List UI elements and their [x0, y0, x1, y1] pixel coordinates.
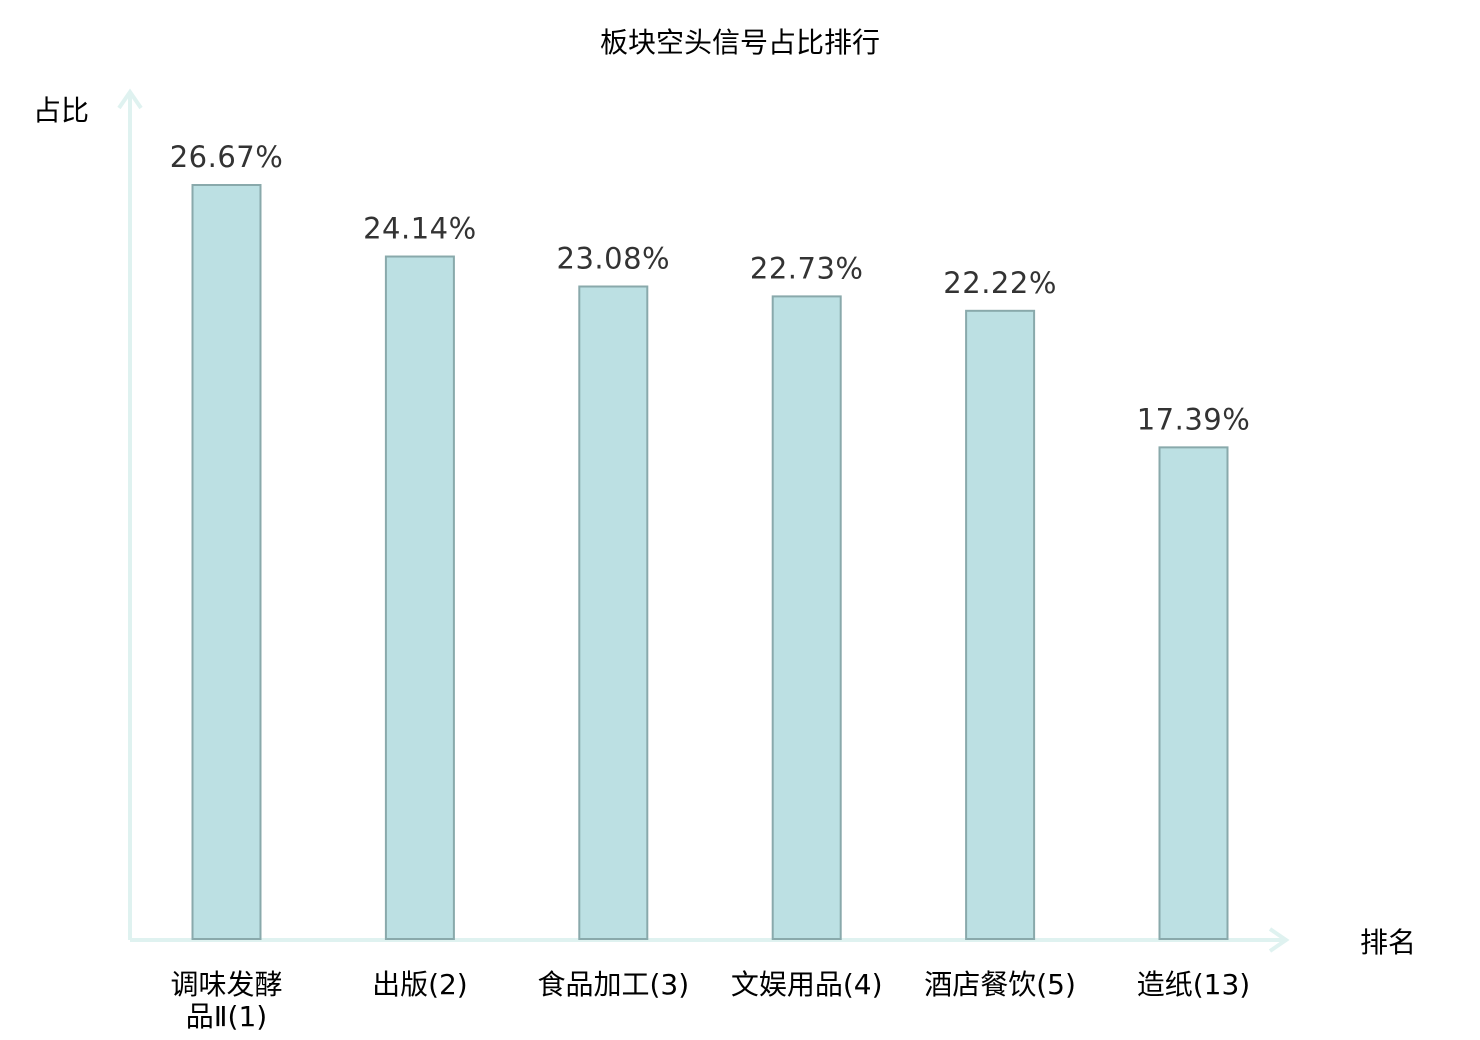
y-axis-arrow-icon: [117, 88, 143, 110]
category-label-1: 调味发酵品Ⅱ(1): [170, 968, 282, 1033]
category-label-line: 品Ⅱ(1): [186, 1000, 267, 1033]
y-axis: [117, 88, 143, 940]
category-label-line: 出版(2): [372, 968, 468, 1001]
category-label-6: 造纸(13): [1137, 968, 1250, 1001]
value-label-6: 17.39%: [1137, 402, 1251, 436]
category-label-4: 文娱用品(4): [731, 968, 883, 1001]
y-axis-title: 占比: [33, 94, 89, 127]
value-label-5: 22.22%: [943, 266, 1057, 300]
category-label-line: 酒店餐饮(5): [924, 968, 1076, 1001]
bar-1: [191, 184, 262, 940]
bar-5: [965, 309, 1036, 940]
bars-group: [191, 184, 1229, 940]
category-label-2: 出版(2): [372, 968, 468, 1001]
category-label-line: 文娱用品(4): [731, 968, 883, 1001]
value-label-2: 24.14%: [363, 212, 477, 246]
bar-6: [1158, 446, 1229, 940]
category-label-line: 调味发酵: [170, 968, 282, 1001]
x-axis-title: 排名: [1360, 926, 1416, 959]
category-label-5: 酒店餐饮(5): [924, 968, 1076, 1001]
value-label-4: 22.73%: [750, 251, 864, 285]
chart-title: 板块空头信号占比排行: [600, 26, 880, 59]
bar-2: [384, 255, 455, 940]
value-label-1: 26.67%: [170, 140, 284, 174]
bar-4: [771, 295, 842, 940]
x-axis-arrow-icon: [1268, 927, 1290, 953]
value-labels-group: 26.67% 24.14% 23.08% 22.73% 22.22% 17.39%: [170, 140, 1251, 436]
value-label-3: 23.08%: [557, 241, 671, 275]
bar-3: [578, 285, 649, 940]
category-label-line: 造纸(13): [1137, 968, 1250, 1001]
x-axis: [130, 927, 1290, 953]
category-labels-group: 调味发酵品Ⅱ(1) 出版(2) 食品加工(3) 文娱用品(4) 酒店餐饮(5) 造纸(13…: [170, 968, 1250, 1033]
category-label-3: 食品加工(3): [537, 968, 689, 1001]
category-label-line: 食品加工(3): [537, 968, 689, 1001]
